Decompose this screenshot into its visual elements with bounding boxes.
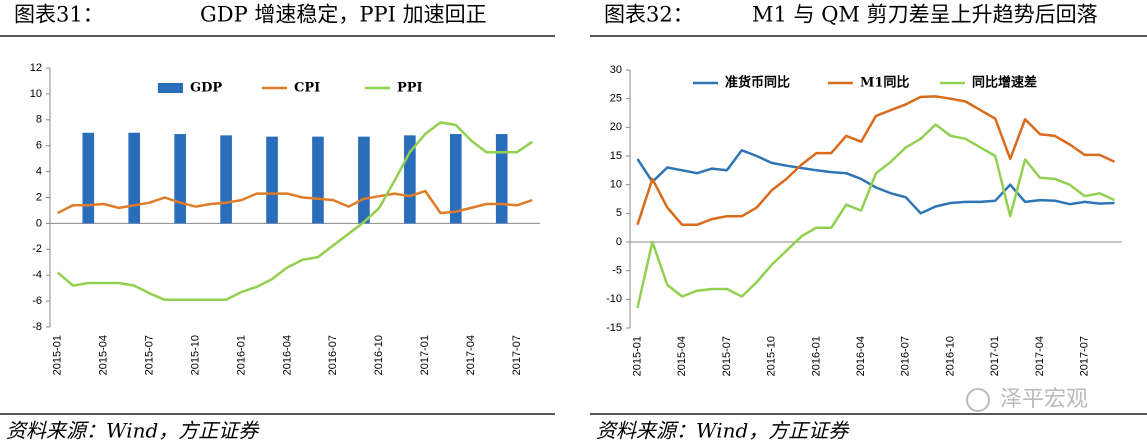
x-tick-label: 2017-04	[465, 335, 477, 375]
y-tick-label: 30	[610, 64, 622, 76]
x-tick-label: 2015-04	[676, 336, 688, 376]
x-tick-label: 2015-01	[52, 335, 64, 375]
y-tick-label: -10	[606, 293, 622, 305]
x-tick-label: 2016-07	[900, 336, 912, 376]
chart-title: M1 与 QM 剪刀差呈上升趋势后回落	[752, 3, 1098, 27]
y-tick-label: 15	[610, 150, 622, 162]
bar	[404, 135, 416, 224]
y-tick-label: -5	[612, 265, 622, 277]
y-tick-label: 25	[610, 93, 622, 105]
legend-label: PPI	[397, 81, 423, 96]
legend-label: 同比增速差	[972, 75, 1037, 91]
x-tick-label: 2017-01	[419, 335, 431, 375]
legend-label: M1同比	[860, 75, 909, 91]
x-tick-label: 2016-10	[944, 336, 956, 376]
line	[56, 121, 534, 302]
y-tick-label: 0	[36, 217, 42, 229]
y-tick-label: -15	[606, 322, 622, 334]
x-tick-label: 2015-01	[631, 336, 643, 376]
x-tick-label: 2017-07	[511, 335, 523, 375]
x-tick-label: 2017-01	[989, 336, 1001, 376]
legend-swatch	[158, 83, 183, 93]
y-tick-label: 12	[30, 62, 42, 74]
y-tick-label: 10	[610, 179, 622, 191]
x-tick-label: 2015-07	[143, 335, 155, 375]
x-tick-label: 2016-01	[810, 336, 822, 376]
x-tick-label: 2015-07	[721, 336, 733, 376]
y-tick-label: -4	[32, 269, 42, 281]
x-tick-label: 2017-07	[1079, 336, 1091, 376]
y-tick-label: 6	[36, 140, 42, 152]
y-tick-label: -6	[32, 295, 42, 307]
y-tick-label: 5	[616, 207, 622, 219]
bar	[128, 132, 141, 224]
bar	[358, 136, 370, 224]
source: 资料来源：Wind，方正证券	[596, 419, 850, 443]
line	[636, 95, 1116, 227]
watermark-icon	[966, 388, 990, 412]
chart-label: 图表32：	[604, 3, 694, 27]
source: 资料来源：Wind，方正证券	[6, 419, 260, 443]
x-tick-label: 2015-04	[98, 335, 110, 375]
x-tick-label: 2016-10	[373, 335, 385, 375]
x-tick-label: 2016-01	[235, 335, 247, 375]
x-tick-label: 2015-10	[766, 336, 778, 376]
x-tick-label: 2017-04	[1034, 336, 1046, 376]
y-tick-label: -2	[32, 243, 42, 255]
y-tick-label: 20	[610, 121, 622, 133]
y-tick-label: 8	[36, 114, 42, 126]
line	[57, 189, 533, 215]
legend-label: GDP	[190, 81, 222, 96]
y-tick-label: -8	[32, 321, 42, 333]
bar	[449, 134, 462, 224]
bar	[266, 136, 278, 224]
x-tick-label: 2016-04	[281, 335, 293, 375]
bar	[82, 132, 95, 224]
y-tick-label: 10	[30, 88, 42, 100]
x-tick-label: 2016-07	[327, 335, 339, 375]
x-tick-label: 2016-04	[855, 336, 867, 376]
line	[636, 149, 1115, 215]
chart-label: 图表31：	[14, 3, 104, 27]
line	[636, 123, 1116, 309]
legend-label: CPI	[294, 81, 320, 96]
legend-label: 准货币同比	[725, 75, 790, 91]
bar	[312, 136, 324, 224]
bar	[495, 134, 508, 224]
chart-title: GDP 增速稳定，PPI 加速回正	[200, 3, 487, 27]
y-tick-label: 0	[616, 236, 622, 248]
x-tick-label: 2015-10	[189, 335, 201, 375]
watermark: 泽平宏观	[1000, 387, 1088, 412]
bar	[220, 135, 232, 224]
y-tick-label: 2	[36, 191, 42, 203]
y-tick-label: 4	[36, 166, 42, 178]
bar	[174, 134, 186, 224]
